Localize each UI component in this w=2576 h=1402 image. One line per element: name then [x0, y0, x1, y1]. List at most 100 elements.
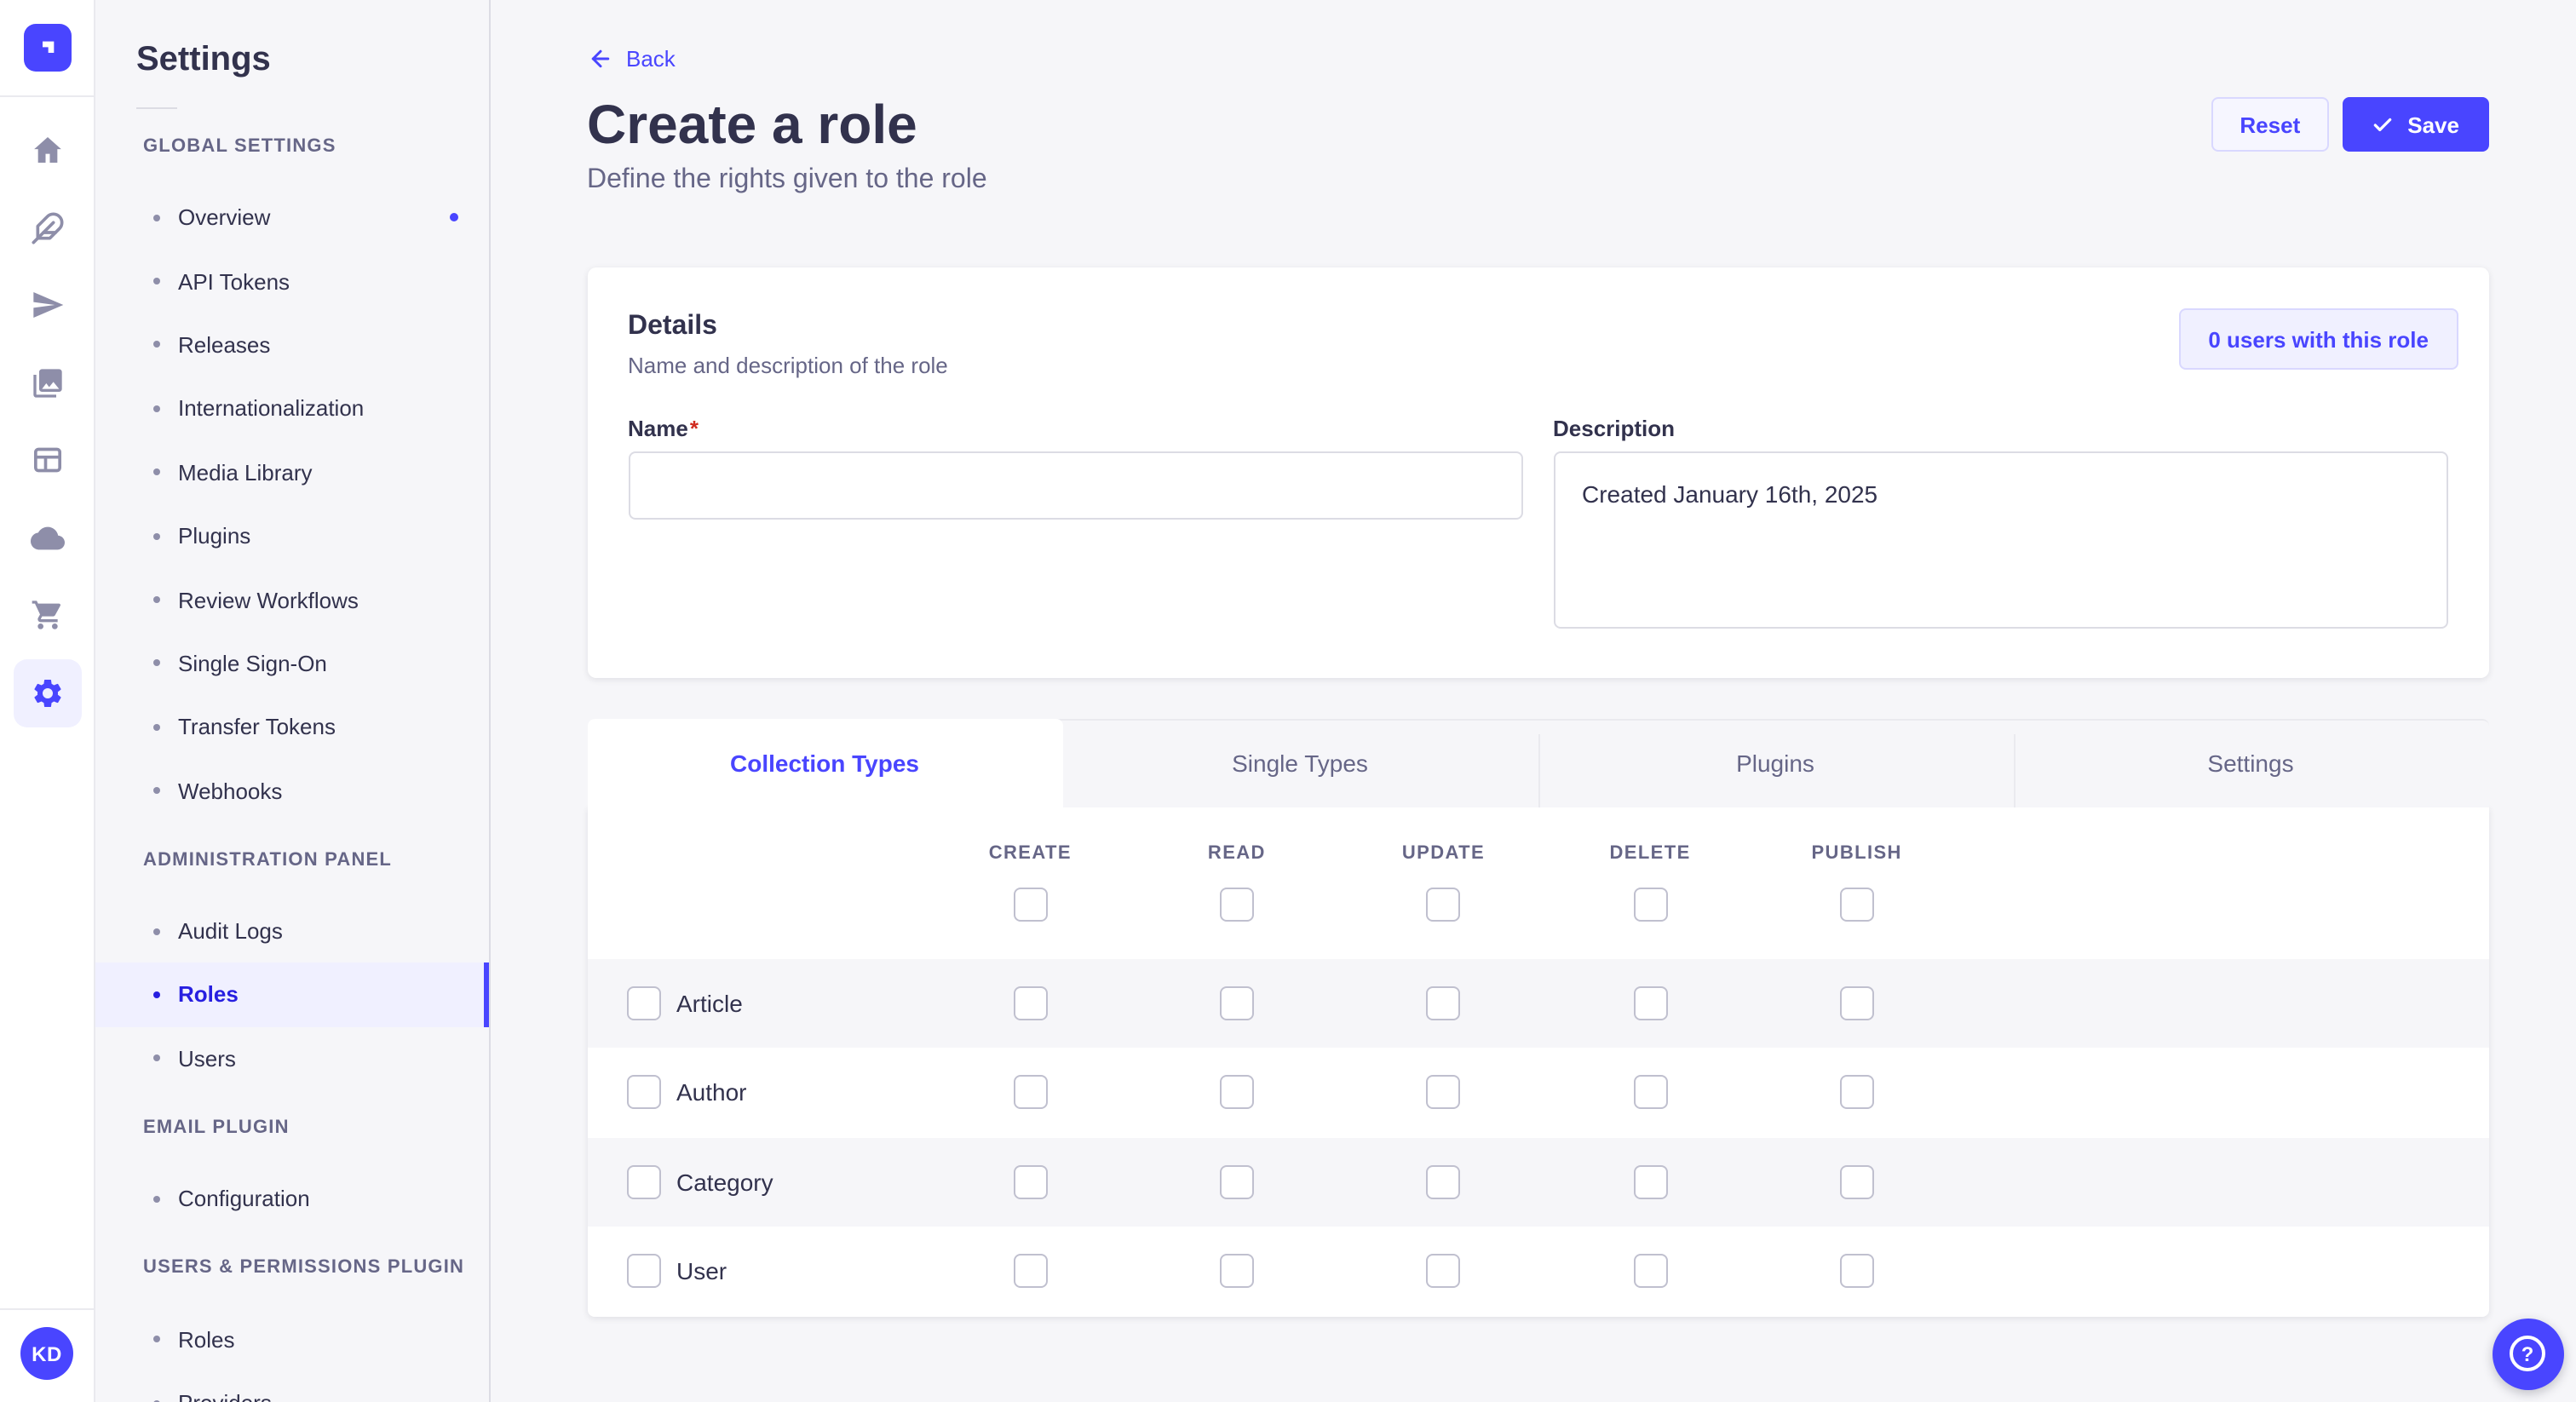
checkbox-category-read[interactable] [1219, 1164, 1254, 1199]
nav-content-builder-layout-icon[interactable] [13, 426, 81, 494]
sidebar-item-transfer-tokens[interactable]: Transfer Tokens [95, 695, 488, 759]
checkbox-category-update[interactable] [1426, 1164, 1461, 1199]
details-subheading: Name and description of the role [628, 353, 948, 378]
column-header-publish: PUBLISH [1811, 843, 1902, 864]
sidebar-title: Settings [136, 41, 271, 78]
checkbox-author-publish[interactable] [1839, 1075, 1874, 1110]
checkbox-article-read[interactable] [1219, 985, 1254, 1020]
sidebar-item-users[interactable]: Users [95, 1026, 488, 1090]
permissions-section: Collection Types Single Types Plugins Se… [587, 719, 2488, 1316]
section-users-permissions-plugin: USERS & PERMISSIONS PLUGIN [143, 1257, 465, 1278]
checkbox-user-publish[interactable] [1839, 1254, 1874, 1289]
nav-deploy-plane-icon[interactable] [13, 271, 81, 339]
column-header-update: UPDATE [1401, 843, 1486, 864]
sidebar-item-plugins[interactable]: Plugins [95, 504, 488, 568]
checkbox-category-create[interactable] [1013, 1164, 1048, 1199]
tab-plugins[interactable]: Plugins [1538, 719, 2013, 807]
bullet-icon [152, 278, 159, 285]
bullet-icon [152, 723, 159, 731]
main-nav-rail: KD [0, 0, 95, 1402]
checkbox-article-create[interactable] [1013, 985, 1048, 1020]
sidebar-item-review-workflows[interactable]: Review Workflows [95, 568, 488, 632]
email-plugin-list: Configuration [95, 1167, 488, 1231]
sidebar-item-api-tokens[interactable]: API Tokens [95, 250, 488, 313]
checkbox-article-delete[interactable] [1633, 985, 1668, 1020]
checkbox-row-user[interactable] [627, 1254, 661, 1289]
reset-button[interactable]: Reset [2211, 97, 2330, 152]
main-content: Back Create a role Define the rights giv… [490, 0, 2576, 1402]
nav-media-library-icon[interactable] [13, 348, 81, 417]
checkbox-user-update[interactable] [1426, 1254, 1461, 1289]
checkbox-author-read[interactable] [1219, 1075, 1254, 1110]
sidebar-item-single-sign-on[interactable]: Single Sign-On [95, 631, 488, 695]
page-subtitle: Define the rights given to the role [587, 165, 987, 194]
tab-collection-types[interactable]: Collection Types [587, 719, 1062, 807]
check-icon [2373, 117, 2392, 131]
bullet-icon [152, 341, 159, 348]
bullet-icon [152, 214, 159, 221]
table-row-user: User [587, 1227, 2488, 1316]
section-email-plugin: EMAIL PLUGIN [143, 1118, 290, 1139]
page-title: Create a role [587, 94, 917, 155]
checkbox-user-read[interactable] [1219, 1254, 1254, 1289]
checkbox-select-all-update[interactable] [1426, 888, 1461, 922]
sidebar-item-audit-logs[interactable]: Audit Logs [95, 899, 488, 963]
settings-sidebar: Settings GLOBAL SETTINGS Overview API To… [95, 0, 490, 1402]
sidebar-item-providers[interactable]: Providers [95, 1371, 488, 1402]
checkbox-user-create[interactable] [1013, 1254, 1048, 1289]
bullet-icon [152, 596, 159, 604]
description-field-group: Description Created January 16th, 2025 [1553, 416, 2447, 637]
arrow-left-icon [590, 49, 609, 68]
users-with-role-button[interactable]: 0 users with this role [2179, 308, 2458, 370]
bullet-icon [152, 468, 159, 476]
checkbox-row-category[interactable] [627, 1164, 661, 1199]
strapi-logo[interactable] [23, 24, 71, 72]
checkbox-author-delete[interactable] [1633, 1075, 1668, 1110]
nav-settings-gear-icon[interactable] [13, 658, 81, 727]
checkbox-author-update[interactable] [1426, 1075, 1461, 1110]
column-header-create: CREATE [988, 843, 1072, 864]
sidebar-item-media-library[interactable]: Media Library [95, 440, 488, 504]
checkbox-author-create[interactable] [1013, 1075, 1048, 1110]
tab-single-types[interactable]: Single Types [1232, 750, 1368, 777]
permissions-table: CREATE READ UPDATE DELETE PUBLISH Articl… [587, 807, 2488, 1316]
checkbox-select-all-delete[interactable] [1633, 888, 1668, 922]
sidebar-item-configuration[interactable]: Configuration [95, 1167, 488, 1231]
user-avatar[interactable]: KD [20, 1327, 73, 1380]
checkbox-select-all-publish[interactable] [1839, 888, 1874, 922]
description-label: Description [1553, 416, 1676, 441]
notification-dot-icon [449, 213, 457, 222]
checkbox-user-delete[interactable] [1633, 1254, 1668, 1289]
bullet-icon [152, 1054, 159, 1062]
sidebar-item-overview[interactable]: Overview [95, 186, 488, 250]
logo-cell [0, 0, 94, 97]
nav-cloud-icon[interactable] [13, 503, 81, 572]
sidebar-item-releases[interactable]: Releases [95, 313, 488, 377]
back-link[interactable]: Back [587, 0, 676, 72]
checkbox-select-all-read[interactable] [1219, 888, 1254, 922]
nav-marketplace-cart-icon[interactable] [13, 581, 81, 649]
sidebar-item-roles-admin[interactable]: Roles [95, 962, 488, 1027]
save-button[interactable]: Save [2343, 97, 2488, 152]
name-input[interactable] [628, 451, 1522, 520]
checkbox-row-author[interactable] [627, 1075, 661, 1110]
permissions-table-header: CREATE READ UPDATE DELETE PUBLISH [587, 807, 2488, 958]
tab-settings[interactable]: Settings [2013, 719, 2488, 807]
help-button[interactable]: ? [2492, 1318, 2563, 1389]
description-textarea[interactable]: Created January 16th, 2025 [1553, 451, 2447, 629]
sidebar-item-roles-up[interactable]: Roles [95, 1307, 488, 1371]
section-administration-panel: ADMINISTRATION PANEL [143, 849, 393, 871]
checkbox-row-article[interactable] [627, 985, 661, 1020]
checkbox-article-publish[interactable] [1839, 985, 1874, 1020]
sidebar-item-webhooks[interactable]: Webhooks [95, 759, 488, 823]
name-label: Name * [628, 416, 699, 441]
nav-home-icon[interactable] [13, 116, 81, 184]
checkbox-article-update[interactable] [1426, 985, 1461, 1020]
sidebar-item-internationalization[interactable]: Internationalization [95, 376, 488, 440]
checkbox-category-delete[interactable] [1633, 1164, 1668, 1199]
checkbox-category-publish[interactable] [1839, 1164, 1874, 1199]
checkbox-select-all-create[interactable] [1013, 888, 1048, 922]
bullet-icon [152, 787, 159, 795]
bullet-icon [152, 991, 159, 998]
nav-content-feather-icon[interactable] [13, 193, 81, 261]
